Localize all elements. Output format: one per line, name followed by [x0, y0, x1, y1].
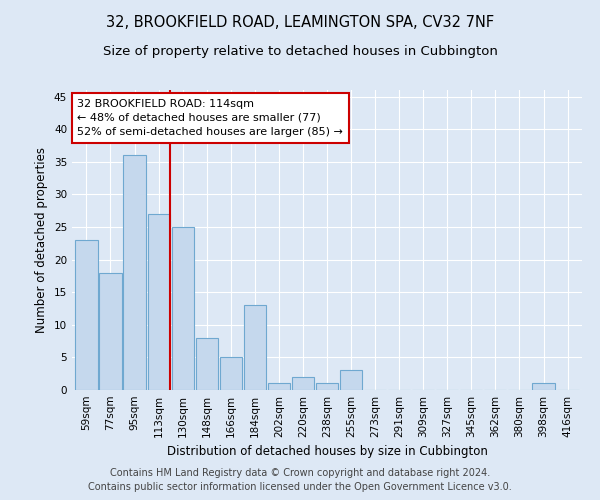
Bar	[76, 240, 98, 390]
Bar	[172, 227, 194, 390]
Bar	[220, 358, 242, 390]
Bar	[100, 272, 122, 390]
Text: 32 BROOKFIELD ROAD: 114sqm
← 48% of detached houses are smaller (77)
52% of semi: 32 BROOKFIELD ROAD: 114sqm ← 48% of deta…	[77, 99, 343, 137]
X-axis label: Distribution of detached houses by size in Cubbington: Distribution of detached houses by size …	[167, 446, 487, 458]
Bar	[196, 338, 218, 390]
Bar	[268, 384, 290, 390]
Bar	[244, 305, 266, 390]
Bar	[316, 384, 338, 390]
Bar	[532, 384, 554, 390]
Text: 32, BROOKFIELD ROAD, LEAMINGTON SPA, CV32 7NF: 32, BROOKFIELD ROAD, LEAMINGTON SPA, CV3…	[106, 15, 494, 30]
Bar	[124, 155, 146, 390]
Bar	[292, 377, 314, 390]
Text: Contains HM Land Registry data © Crown copyright and database right 2024.: Contains HM Land Registry data © Crown c…	[110, 468, 490, 477]
Text: Size of property relative to detached houses in Cubbington: Size of property relative to detached ho…	[103, 45, 497, 58]
Text: Contains public sector information licensed under the Open Government Licence v3: Contains public sector information licen…	[88, 482, 512, 492]
Y-axis label: Number of detached properties: Number of detached properties	[35, 147, 49, 333]
Bar	[148, 214, 170, 390]
Bar	[340, 370, 362, 390]
